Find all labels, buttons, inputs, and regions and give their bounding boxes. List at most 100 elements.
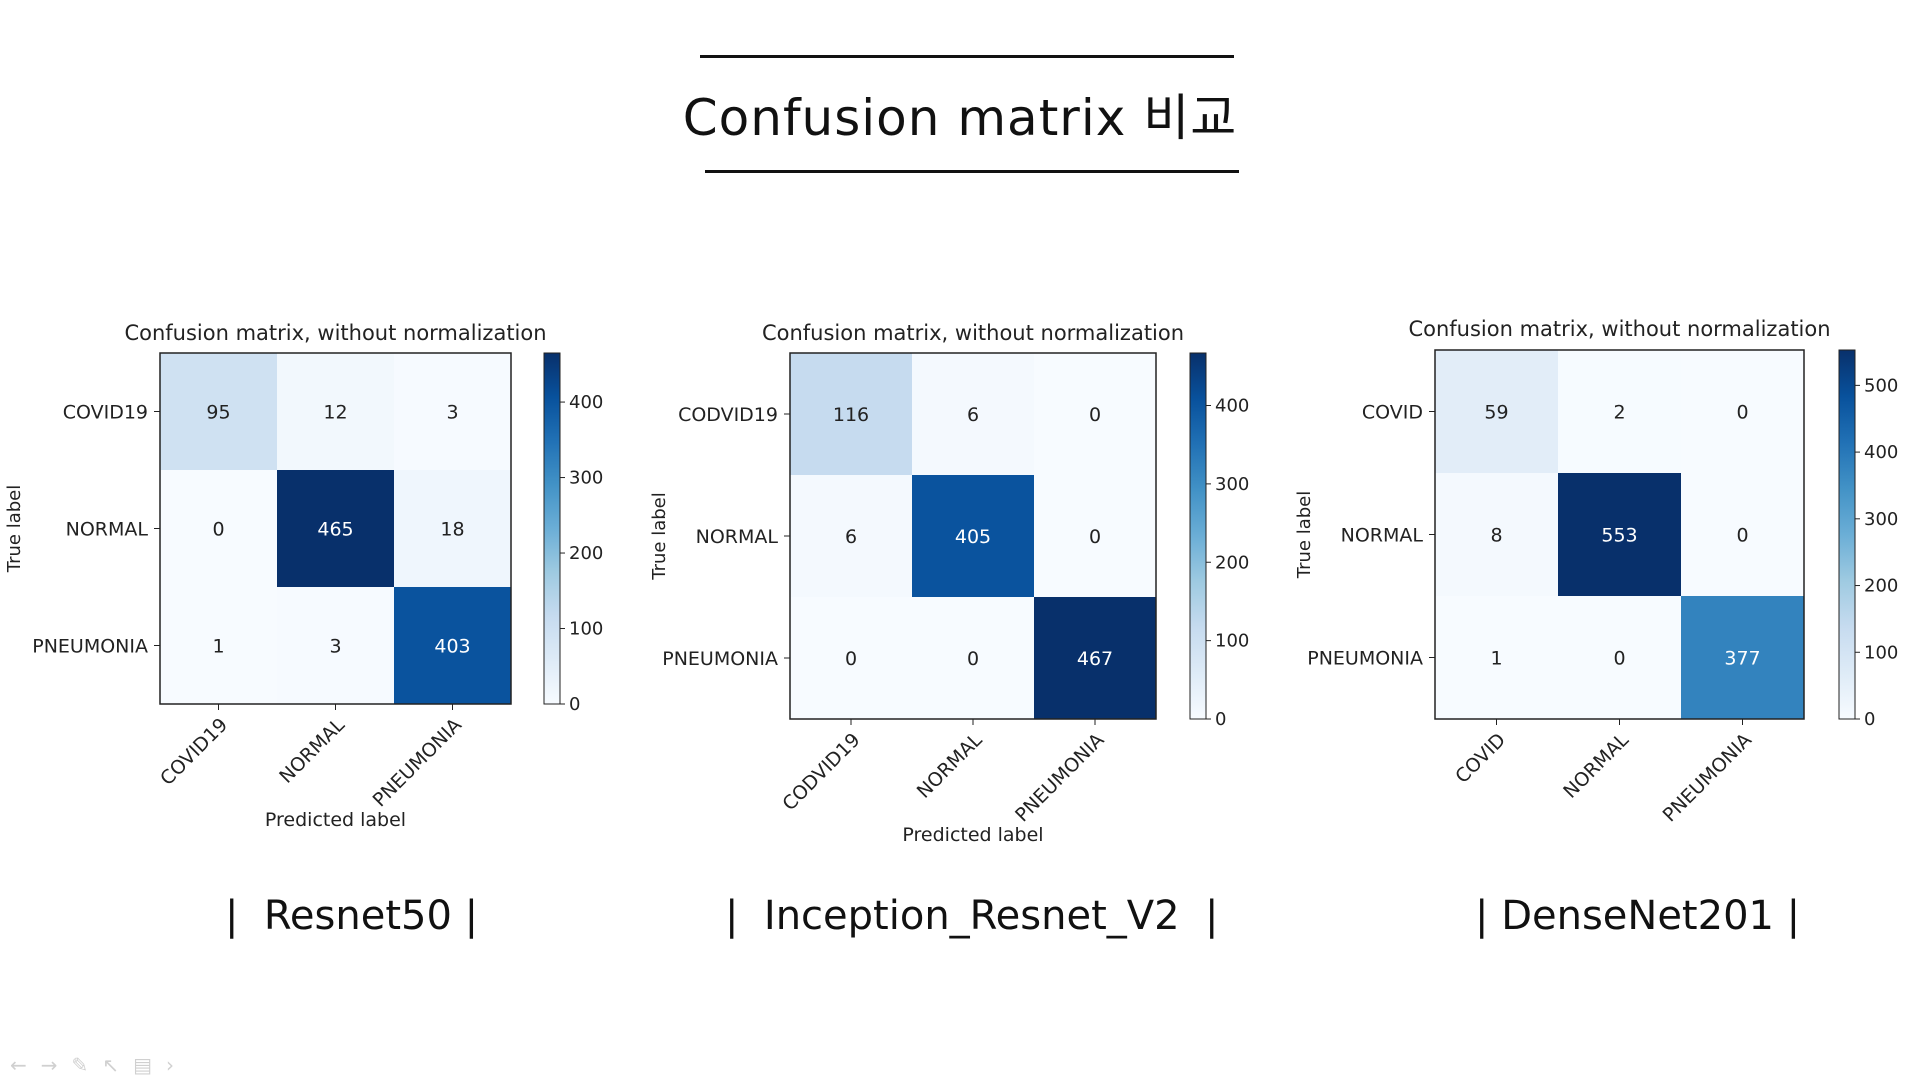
matrix-cell xyxy=(394,353,511,470)
matrix-cell xyxy=(790,353,912,475)
matrix-cell xyxy=(394,587,511,704)
cell-value: 377 xyxy=(1724,648,1760,670)
x-tick-label: CODVID19 xyxy=(778,729,864,815)
matrix-cell xyxy=(1681,473,1804,596)
cell-value: 1 xyxy=(1490,648,1502,670)
matrix-cell xyxy=(1558,350,1681,473)
colorbar xyxy=(1189,352,1207,720)
colorbar-tick-label: 100 xyxy=(1864,642,1898,663)
cell-value: 6 xyxy=(967,404,979,426)
x-tick-label: NORMAL xyxy=(913,729,987,803)
x-axis-label: Predicted label xyxy=(265,809,406,831)
y-axis-label: True label xyxy=(4,485,25,574)
cell-value: 0 xyxy=(967,648,979,670)
cell-value: 465 xyxy=(317,519,353,541)
y-tick-label: COVID19 xyxy=(63,402,148,424)
cell-value: 467 xyxy=(1077,648,1113,670)
matrix-cell xyxy=(1034,597,1156,719)
cell-value: 3 xyxy=(446,402,458,424)
x-tick-label: PNEUMONIA xyxy=(1659,729,1756,826)
y-axis-label: True label xyxy=(1294,491,1315,580)
chart-title: Confusion matrix, without normalization xyxy=(124,321,546,345)
y-tick-label: NORMAL xyxy=(66,519,149,541)
matrix-cell xyxy=(912,597,1034,719)
confusion-matrix-resnet50: Confusion matrix, without normalization 9… xyxy=(4,321,603,831)
cell-value: 2 xyxy=(1613,402,1625,424)
pen-icon[interactable]: ✎ xyxy=(71,1053,89,1077)
matrix-cell xyxy=(1435,596,1558,719)
cell-value: 0 xyxy=(1736,525,1748,547)
chevron-right-icon[interactable]: › xyxy=(165,1053,174,1077)
cell-value: 405 xyxy=(955,526,991,548)
cell-value: 6 xyxy=(845,526,857,548)
slideshow-toolbar: ← → ✎ ↖ ▤ › xyxy=(10,1055,174,1075)
matrix-cell xyxy=(277,353,394,470)
matrix-cell xyxy=(1681,596,1804,719)
pointer-icon[interactable]: ↖ xyxy=(102,1053,120,1077)
y-tick-label: NORMAL xyxy=(1341,525,1424,547)
arrow-right-icon[interactable]: → xyxy=(40,1053,58,1077)
cell-value: 95 xyxy=(206,402,230,424)
cell-value: 0 xyxy=(1089,404,1101,426)
cell-value: 0 xyxy=(1736,402,1748,424)
matrix-cell xyxy=(1034,353,1156,475)
matrix-cell xyxy=(790,597,912,719)
colorbar-tick-label: 0 xyxy=(1215,709,1226,730)
colorbar-tick-label: 300 xyxy=(569,468,603,489)
cell-value: 0 xyxy=(1613,648,1625,670)
colorbar-tick-label: 100 xyxy=(569,619,603,640)
matrix-cell xyxy=(160,470,277,587)
colorbar-tick-label: 400 xyxy=(1215,396,1249,417)
cell-value: 0 xyxy=(1089,526,1101,548)
cell-value: 0 xyxy=(212,519,224,541)
title-rule-top xyxy=(700,55,1234,58)
colorbar-tick-label: 200 xyxy=(1864,576,1898,597)
cell-value: 116 xyxy=(833,404,869,426)
y-tick-label: NORMAL xyxy=(696,526,779,548)
matrix-cell xyxy=(1435,350,1558,473)
matrix-cell xyxy=(912,353,1034,475)
caption-resnet50: | Resnet50 | xyxy=(225,893,479,939)
y-axis-label: True label xyxy=(649,492,670,581)
cell-value: 1 xyxy=(212,636,224,658)
matrix-cell xyxy=(790,475,912,597)
cell-value: 553 xyxy=(1601,525,1637,547)
colorbar xyxy=(1838,349,1856,720)
confusion-matrix-inception-resnet-v2: Confusion matrix, without normalization 1… xyxy=(649,321,1249,846)
y-tick-label: PNEUMONIA xyxy=(32,636,148,658)
matrix-cell xyxy=(160,587,277,704)
caption-inception-resnet-v2: | Inception_Resnet_V2 | xyxy=(725,893,1219,939)
y-tick-label: PNEUMONIA xyxy=(662,648,778,670)
colorbar-tick-label: 400 xyxy=(569,392,603,413)
cell-value: 59 xyxy=(1484,402,1508,424)
cell-value: 12 xyxy=(323,402,347,424)
x-tick-label: PNEUMONIA xyxy=(1011,729,1108,826)
cell-value: 0 xyxy=(845,648,857,670)
x-tick-label: COVID19 xyxy=(156,714,232,790)
colorbar-tick-label: 400 xyxy=(1864,442,1898,463)
x-tick-label: COVID xyxy=(1451,729,1510,788)
cell-value: 3 xyxy=(329,636,341,658)
matrix-cell xyxy=(394,470,511,587)
colorbar-tick-label: 300 xyxy=(1864,509,1898,530)
y-tick-label: CODVID19 xyxy=(678,404,778,426)
slides-icon[interactable]: ▤ xyxy=(133,1053,152,1077)
matrix-cell xyxy=(1681,350,1804,473)
colorbar-tick-label: 500 xyxy=(1864,375,1898,396)
colorbar-tick-label: 300 xyxy=(1215,474,1249,495)
colorbar-tick-label: 200 xyxy=(1215,552,1249,573)
caption-densenet201: | DenseNet201 | xyxy=(1475,893,1801,939)
colorbar-tick-label: 100 xyxy=(1215,631,1249,652)
x-tick-label: NORMAL xyxy=(1559,729,1633,803)
matrix-cell xyxy=(912,475,1034,597)
matrix-cell xyxy=(1435,473,1558,596)
colorbar-tick-label: 0 xyxy=(569,694,580,715)
arrow-left-icon[interactable]: ← xyxy=(10,1053,27,1077)
title-rule-bottom xyxy=(705,170,1239,173)
cell-value: 18 xyxy=(440,519,464,541)
matrix-cell xyxy=(160,353,277,470)
colorbar-tick-label: 0 xyxy=(1864,709,1875,730)
matrix-cell xyxy=(1558,473,1681,596)
matrix-cell xyxy=(1558,596,1681,719)
colorbar-tick-label: 200 xyxy=(569,543,603,564)
